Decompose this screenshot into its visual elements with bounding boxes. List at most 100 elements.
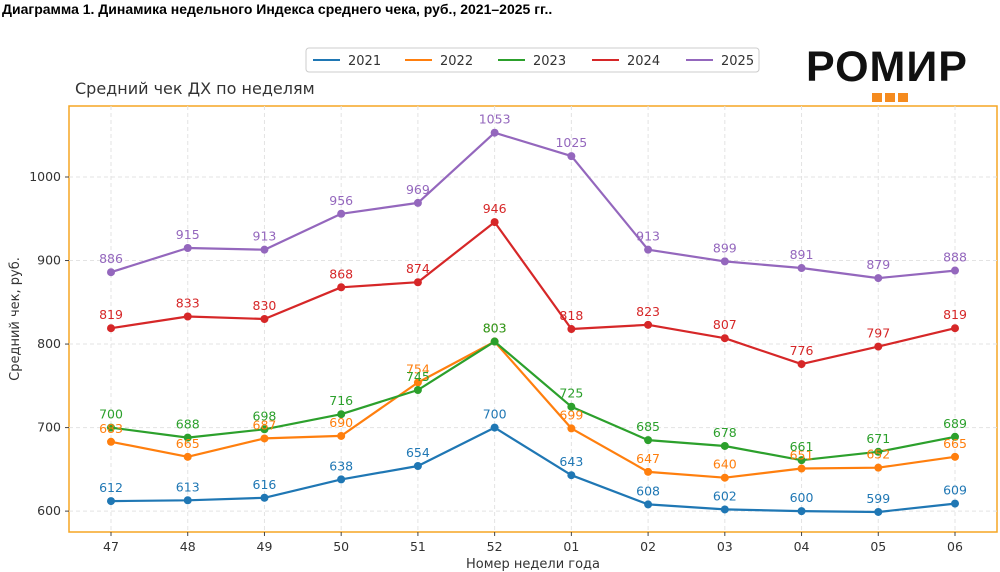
data-point <box>260 434 269 443</box>
data-label: 665 <box>176 436 200 451</box>
series-line-2021 <box>110 426 956 514</box>
data-label: 888 <box>943 250 967 265</box>
data-label: 819 <box>99 307 123 322</box>
romir-logo: РОМИР <box>806 43 968 91</box>
logo-dots-icon <box>872 87 911 106</box>
data-label: 833 <box>176 295 200 310</box>
data-point <box>183 433 192 442</box>
data-point <box>951 452 959 461</box>
x-tick-label: 47 <box>103 539 119 554</box>
data-point <box>337 475 346 484</box>
data-point <box>874 507 883 516</box>
data-point <box>644 500 653 509</box>
data-point <box>413 278 422 287</box>
legend-label-2021: 2021 <box>348 54 381 69</box>
data-point <box>337 410 346 419</box>
data-label: 651 <box>790 448 814 463</box>
data-point <box>567 152 576 161</box>
legend-label-2023: 2023 <box>533 54 566 69</box>
data-point <box>797 264 806 273</box>
x-tick-label: 03 <box>717 539 733 554</box>
x-axis-ticks: 47 48 49 50 51 52 01 02 03 04 05 06 <box>103 532 963 554</box>
data-point <box>490 128 499 137</box>
data-point <box>183 452 192 461</box>
data-label: 665 <box>943 436 967 451</box>
data-point <box>413 386 422 394</box>
data-label: 612 <box>99 480 123 495</box>
data-point <box>413 462 422 471</box>
data-label: 879 <box>866 257 890 272</box>
data-point <box>260 425 269 434</box>
data-point <box>720 505 729 514</box>
data-point <box>567 471 576 480</box>
data-label: 613 <box>176 479 200 494</box>
data-point <box>720 334 729 343</box>
y-tick-label: 1000 <box>29 169 61 184</box>
data-label: 725 <box>559 386 583 401</box>
data-label: 643 <box>559 454 583 469</box>
data-label: 891 <box>790 247 814 262</box>
data-label: 819 <box>943 307 967 322</box>
data-point <box>644 320 653 329</box>
data-point <box>107 437 115 446</box>
data-label: 654 <box>406 445 430 460</box>
legend-label-2024: 2024 <box>627 54 660 69</box>
data-point <box>260 315 269 323</box>
data-label: 688 <box>176 417 200 432</box>
data-label: 699 <box>559 407 583 422</box>
x-axis-title: Номер недели года <box>466 557 600 572</box>
x-tick-label: 50 <box>333 539 349 554</box>
y-tick-label: 800 <box>37 336 61 351</box>
series-lines <box>107 128 959 516</box>
legend: 2021 2022 2023 2024 2025 <box>305 47 760 73</box>
data-label: 915 <box>176 227 200 242</box>
data-point <box>720 441 729 450</box>
data-point <box>107 268 115 277</box>
data-label: 754 <box>406 361 430 376</box>
data-label: 661 <box>790 439 814 454</box>
data-label: 640 <box>713 457 737 472</box>
data-point <box>797 507 806 516</box>
data-labels: 612 613 616 638 654 700 643 608 602 600 599 609 683 6… <box>99 112 967 506</box>
data-label: 807 <box>713 317 737 332</box>
data-point <box>260 245 269 254</box>
data-label: 609 <box>943 483 967 498</box>
data-point <box>951 499 959 508</box>
data-label: 700 <box>483 407 507 422</box>
data-point <box>107 324 115 333</box>
data-label: 913 <box>636 229 660 244</box>
data-label: 874 <box>406 261 430 276</box>
series-line-2023 <box>110 340 956 462</box>
series-line-2025 <box>110 131 956 280</box>
data-point <box>874 447 883 456</box>
data-label: 818 <box>559 308 583 323</box>
data-label: 830 <box>253 298 277 313</box>
legend-label-2022: 2022 <box>440 54 473 69</box>
x-tick-label: 06 <box>947 539 963 554</box>
data-label: 678 <box>713 425 737 440</box>
data-point <box>413 378 422 387</box>
data-label: 608 <box>636 483 660 498</box>
data-label: 803 <box>483 321 507 336</box>
data-point <box>567 424 576 433</box>
data-point <box>260 493 269 502</box>
y-tick-label: 900 <box>37 253 61 268</box>
x-tick-label: 01 <box>563 539 579 554</box>
data-point <box>874 463 883 472</box>
data-point <box>720 257 729 266</box>
data-label: 969 <box>406 182 430 197</box>
data-label: 803 <box>483 321 507 336</box>
data-point <box>951 432 959 441</box>
data-point <box>874 342 883 351</box>
data-label: 1053 <box>479 112 511 127</box>
data-point <box>567 325 576 334</box>
data-label: 899 <box>713 240 737 255</box>
data-label: 700 <box>99 407 123 422</box>
x-tick-label: 05 <box>870 539 886 554</box>
data-label: 652 <box>866 447 890 462</box>
data-point <box>951 266 959 275</box>
figure-heading: Диаграмма 1. Динамика недельного Индекса… <box>2 1 553 17</box>
data-label: 1025 <box>555 135 587 150</box>
data-point <box>337 431 346 440</box>
